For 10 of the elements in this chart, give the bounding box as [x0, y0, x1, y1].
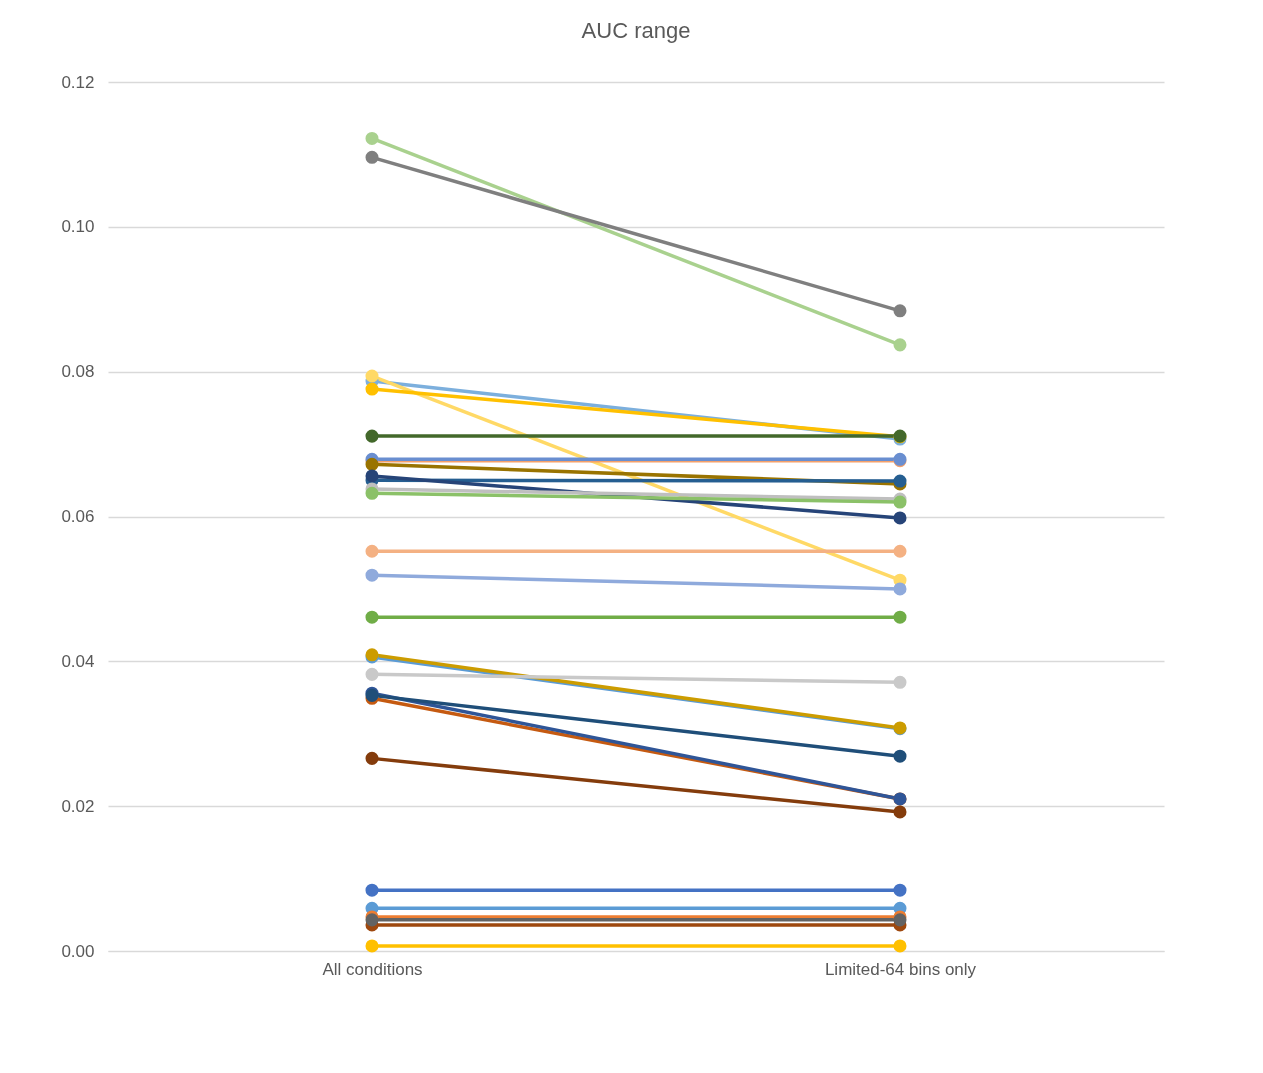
y-tick-label: 0.02	[61, 796, 95, 816]
y-tick-label: 0.12	[61, 72, 95, 92]
y-tick-label: 0.00	[61, 941, 95, 961]
y-tick-label: 0.10	[61, 217, 95, 237]
y-tick-label: 0.04	[61, 651, 95, 671]
y-tick-label: 0.08	[61, 362, 95, 382]
chart-title: AUC range	[581, 18, 691, 43]
x-tick-label: Limited-64 bins only	[824, 959, 977, 979]
y-tick-label: 0.06	[61, 507, 95, 526]
x-tick-label: All conditions	[322, 959, 423, 979]
